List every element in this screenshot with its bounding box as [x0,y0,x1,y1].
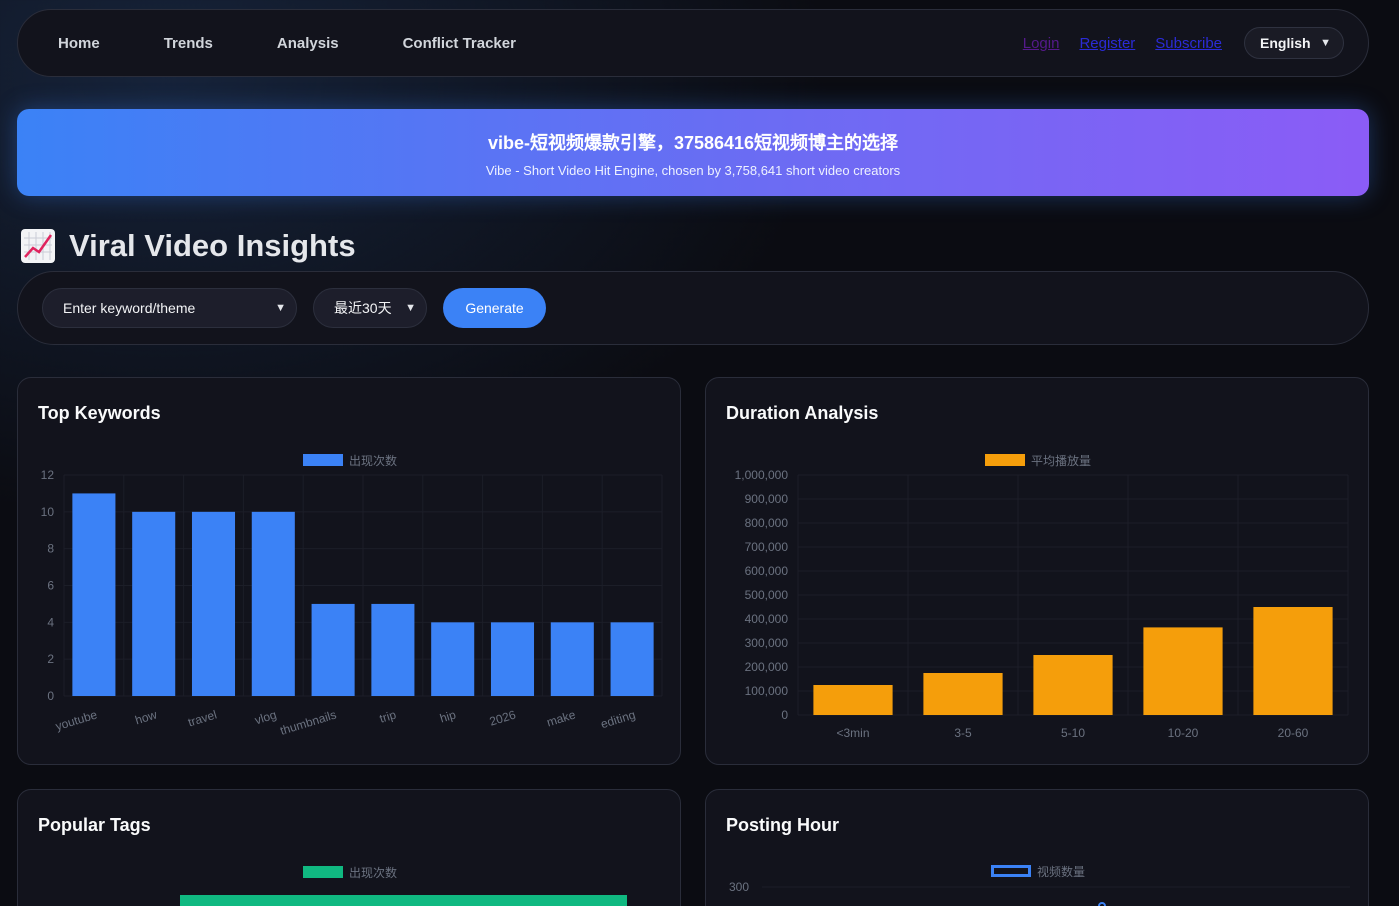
x-tick-label: 5-10 [1061,726,1085,740]
y-tick-label: 1,000,000 [735,468,789,482]
x-tick-label: 3-5 [954,726,972,740]
legend-swatch [985,454,1025,466]
controls-bar: Enter keyword/theme ▼ 最近30天 ▼ Generate [17,271,1369,345]
bar [1033,655,1113,715]
y-tick-label: 600,000 [745,564,789,578]
bar [431,622,475,696]
login-link[interactable]: Login [1022,34,1060,52]
data-point [1098,902,1106,906]
period-select-value: 最近30天 [334,300,392,316]
register-link[interactable]: Register [1079,34,1136,52]
nav-analysis[interactable]: Analysis [276,34,339,52]
bar [1253,607,1333,715]
bar [1143,627,1223,715]
period-select[interactable]: 最近30天 ▼ [313,288,427,328]
y-tick-label: 4 [47,615,54,629]
nav-right: Login Register Subscribe English ▼ [1023,27,1344,59]
y-tick-label: 10 [41,505,55,519]
x-tick-label: vlog [253,707,278,727]
popular-tags-chart: 出现次数 [180,865,627,906]
banner-subtitle: Vibe - Short Video Hit Engine, chosen by… [485,163,901,178]
nav-home[interactable]: Home [58,34,100,52]
bar [191,511,236,696]
x-tick-label: 20-60 [1278,726,1309,740]
legend-label: 视频数量 [1037,864,1085,879]
legend-label: 平均播放量 [1031,453,1091,468]
promo-banner: vibe-短视频爆款引擎，37586416短视频博主的选择 Vibe - Sho… [17,109,1369,196]
popular-tags-card: 出现次数 Popular Tags [17,789,681,906]
top-keywords-card: 出现次数 0 2 4 6 8 10 12 youtube how travel vlog thumbna… [17,377,681,765]
legend-label: 出现次数 [349,865,397,880]
y-tick-label: 2 [47,652,54,666]
bar [251,511,295,696]
nav-conflict-tracker[interactable]: Conflict Tracker [402,34,516,52]
bar [490,622,535,696]
x-tick-label: 10-20 [1168,726,1199,740]
language-select[interactable]: English ▼ [1244,27,1344,59]
y-tick-label: 300,000 [745,636,789,650]
legend-label: 出现次数 [349,453,397,468]
nav-trends[interactable]: Trends [163,34,213,52]
page-title-text: Viral Video Insights [69,228,356,263]
y-tick-label: 700,000 [745,540,789,554]
y-tick-label: 100,000 [745,684,789,698]
y-tick-label: 300 [729,880,749,894]
y-tick-label: 500,000 [745,588,789,602]
legend-swatch [303,866,343,878]
bar [132,511,176,696]
y-tick-label: 6 [47,579,54,593]
x-tick-label: <3min [836,726,869,740]
language-value: English [1260,35,1311,51]
x-tick-label: how [133,707,158,727]
bar [610,622,654,696]
y-tick-label: 900,000 [745,492,789,506]
banner-title: vibe-短视频爆款引擎，37586416短视频博主的选择 [487,133,899,153]
chevron-down-icon: ▼ [1320,37,1331,49]
y-tick-label: 400,000 [745,612,789,626]
keyword-select[interactable]: Enter keyword/theme ▼ [42,288,297,328]
x-tick-label: travel [186,707,218,729]
chevron-down-icon: ▼ [275,302,286,314]
x-tick-label: 2026 [488,707,518,728]
nav-links: Home Trends Analysis Conflict Tracker [58,35,580,52]
subscribe-link[interactable]: Subscribe [1155,34,1222,52]
generate-button[interactable]: Generate [443,288,546,328]
card-title: Top Keywords [38,403,161,423]
x-tick-label: make [545,707,577,729]
top-keywords-chart: 出现次数 0 2 4 6 8 10 12 youtube how travel vlog thumbna… [41,453,663,738]
card-title: Posting Hour [726,815,839,835]
x-tick-label: trip [378,707,398,725]
y-tick-label: 0 [47,689,54,703]
bar [813,685,893,715]
bar [180,895,627,906]
x-tick-label: editing [599,707,637,731]
page-title: Viral Video Insights [21,228,356,264]
y-tick-label: 800,000 [745,516,789,530]
chart-increasing-icon [21,229,55,263]
chevron-down-icon: ▼ [405,302,416,314]
card-title: Duration Analysis [726,403,879,423]
legend-swatch [991,865,1031,877]
bar [550,622,594,696]
x-tick-label: hip [438,707,458,725]
x-tick-label: youtube [54,707,99,733]
top-nav: Home Trends Analysis Conflict Tracker Lo… [17,9,1369,77]
keyword-select-value: Enter keyword/theme [63,300,196,316]
bar [371,603,415,696]
duration-analysis-card: 平均播放量 0 100,000 200,000 300,000 400,000 500,00… [705,377,1369,765]
posting-hour-card: 视频数量 300 Posting Hour [705,789,1369,906]
bar [923,673,1003,715]
card-title: Popular Tags [38,815,151,835]
legend-swatch [303,454,343,466]
y-tick-label: 0 [781,708,788,722]
y-tick-label: 12 [41,468,55,482]
bar [311,603,355,696]
bar [72,493,116,696]
duration-analysis-chart: 平均播放量 0 100,000 200,000 300,000 400,000 500,00… [735,453,1349,740]
y-tick-label: 200,000 [745,660,789,674]
y-tick-label: 8 [47,542,54,556]
posting-hour-chart: 视频数量 300 [729,864,1350,906]
x-tick-label: thumbnails [278,707,338,737]
